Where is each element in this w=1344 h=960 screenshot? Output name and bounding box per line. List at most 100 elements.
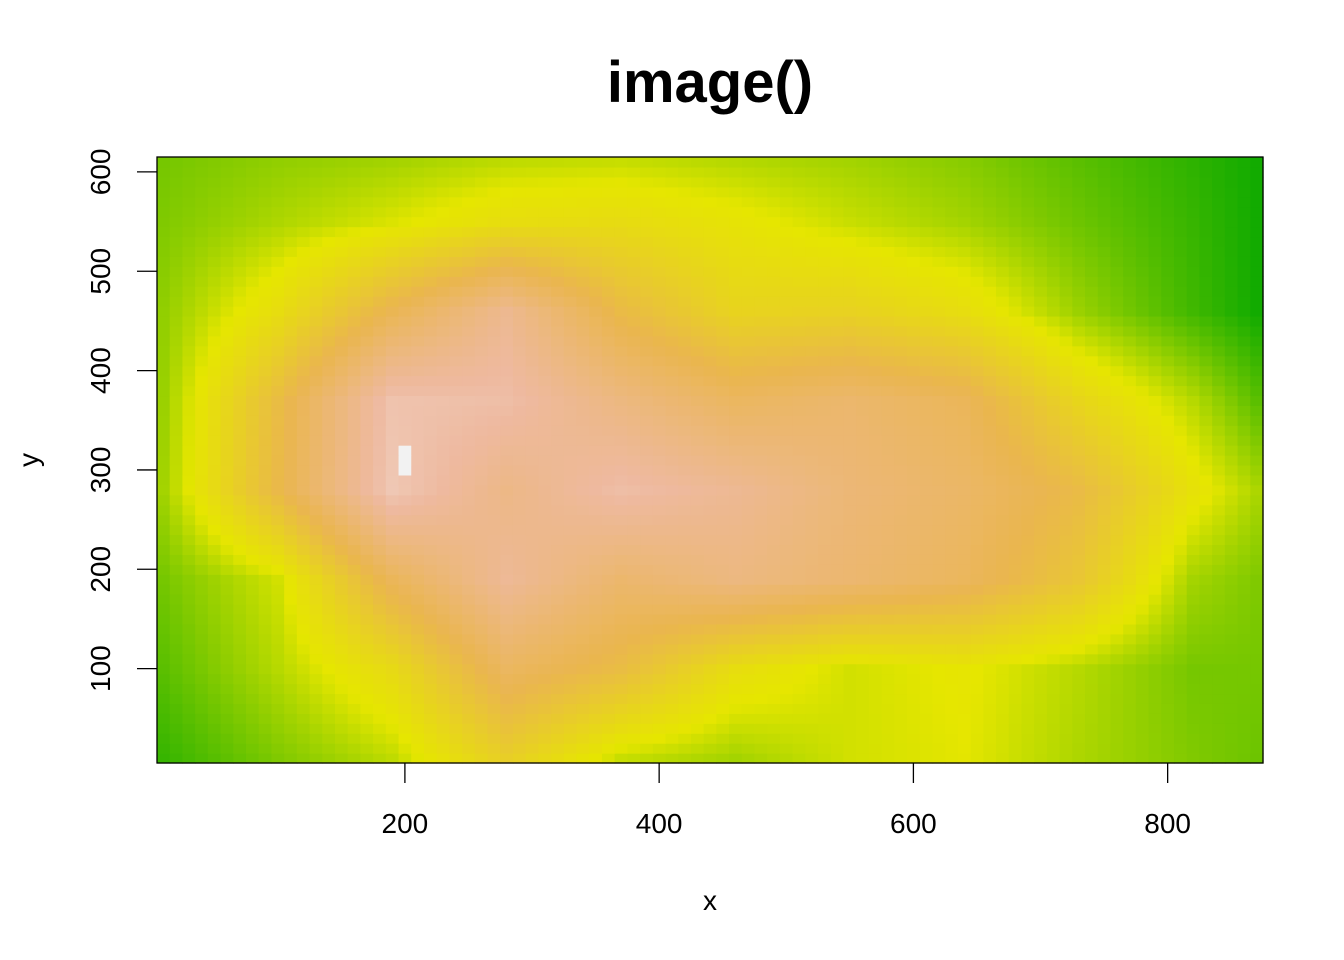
heatmap-cell [767, 206, 781, 218]
heatmap-cell [627, 524, 641, 536]
heatmap-cell [157, 455, 171, 466]
heatmap-cell [1085, 206, 1099, 218]
heatmap-cell [1097, 306, 1112, 317]
heatmap-cell [754, 653, 768, 665]
heatmap-cell [818, 306, 832, 317]
heatmap-cell [334, 365, 349, 377]
heatmap-cell [1123, 544, 1137, 555]
heatmap-cell [1174, 226, 1188, 238]
heatmap-cell [1059, 733, 1073, 744]
heatmap-cell [907, 584, 921, 595]
heatmap-cell [919, 544, 934, 555]
heatmap-cell [436, 395, 450, 406]
heatmap-cell [729, 405, 743, 416]
heatmap-cell [881, 286, 895, 297]
heatmap-cell [551, 206, 565, 218]
heatmap-cell [1250, 514, 1264, 526]
heatmap-cell [589, 246, 603, 257]
heatmap-cell [449, 494, 463, 506]
heatmap-cell [868, 365, 883, 377]
heatmap-cell [996, 226, 1010, 238]
heatmap-cells [157, 157, 1264, 764]
heatmap-cell [614, 464, 628, 476]
heatmap-cell [462, 445, 476, 456]
heatmap-cell [373, 594, 387, 605]
heatmap-cell [919, 673, 934, 685]
heatmap-cell [296, 653, 311, 665]
heatmap-cell [1008, 236, 1023, 248]
heatmap-cell [487, 236, 501, 248]
heatmap-cell [1224, 395, 1239, 406]
heatmap-cell [538, 405, 552, 416]
heatmap-cell [271, 584, 285, 595]
heatmap-cell [474, 683, 489, 695]
heatmap-cell [334, 554, 349, 565]
heatmap-cell [792, 246, 806, 257]
heatmap-cell [741, 693, 756, 704]
heatmap-cell [334, 455, 349, 466]
heatmap-cell [551, 653, 565, 665]
heatmap-cell [309, 743, 323, 754]
heatmap-cell [1097, 206, 1112, 218]
heatmap-cell [1008, 306, 1023, 317]
heatmap-cell [729, 643, 743, 655]
heatmap-cell [945, 226, 959, 238]
heatmap-cell [601, 544, 616, 555]
heatmap-cell [1237, 345, 1251, 357]
heatmap-cell [525, 335, 539, 347]
heatmap-cell [856, 355, 870, 367]
heatmap-cell [703, 385, 717, 397]
heatmap-cell [614, 226, 628, 238]
heatmap-cell [1097, 683, 1112, 695]
heatmap-cell [983, 733, 997, 744]
heatmap-cell [525, 474, 539, 486]
heatmap-cell [830, 633, 845, 645]
heatmap-cell [894, 355, 908, 367]
heatmap-cell [385, 266, 400, 277]
heatmap-cell [1008, 693, 1023, 704]
heatmap-cell [1250, 534, 1264, 546]
heatmap-cell [1135, 464, 1150, 476]
heatmap-cell [360, 335, 374, 347]
heatmap-cell [309, 405, 323, 416]
heatmap-cell [1199, 733, 1213, 744]
heatmap-cell [1110, 375, 1124, 387]
heatmap-cell [525, 574, 539, 585]
heatmap-cell [868, 673, 883, 685]
heatmap-cell [551, 633, 565, 645]
heatmap-cell [665, 484, 679, 496]
heatmap-cell [169, 464, 184, 476]
heatmap-cell [805, 534, 819, 546]
heatmap-cell [1110, 723, 1124, 734]
heatmap-cell [487, 514, 501, 526]
heatmap-cell [1097, 653, 1112, 665]
heatmap-cell [945, 286, 959, 297]
heatmap-cell [271, 574, 285, 585]
heatmap-cell [1161, 474, 1175, 486]
heatmap-cell [1174, 464, 1188, 476]
heatmap-cell [296, 395, 311, 406]
heatmap-cell [207, 246, 222, 257]
heatmap-cell [360, 733, 374, 744]
heatmap-cell [258, 574, 273, 585]
heatmap-cell [538, 186, 552, 198]
heatmap-cell [818, 425, 832, 436]
heatmap-cell [512, 415, 527, 426]
heatmap-cell [843, 325, 857, 337]
heatmap-cell [1199, 216, 1213, 228]
heatmap-cell [1085, 494, 1099, 506]
heatmap-cell [868, 753, 883, 764]
heatmap-cell [1135, 236, 1150, 248]
heatmap-cell [652, 435, 667, 446]
heatmap-cell [627, 733, 641, 744]
heatmap-cell [678, 286, 692, 297]
heatmap-cell [1021, 445, 1035, 456]
heatmap-cell [678, 415, 692, 426]
heatmap-cell [1250, 633, 1264, 645]
heatmap-cell [385, 276, 400, 287]
heatmap-cell [970, 524, 984, 536]
heatmap-cell [1135, 574, 1150, 585]
heatmap-cell [220, 325, 234, 337]
heatmap-cell [894, 236, 908, 248]
heatmap-cell [601, 464, 616, 476]
